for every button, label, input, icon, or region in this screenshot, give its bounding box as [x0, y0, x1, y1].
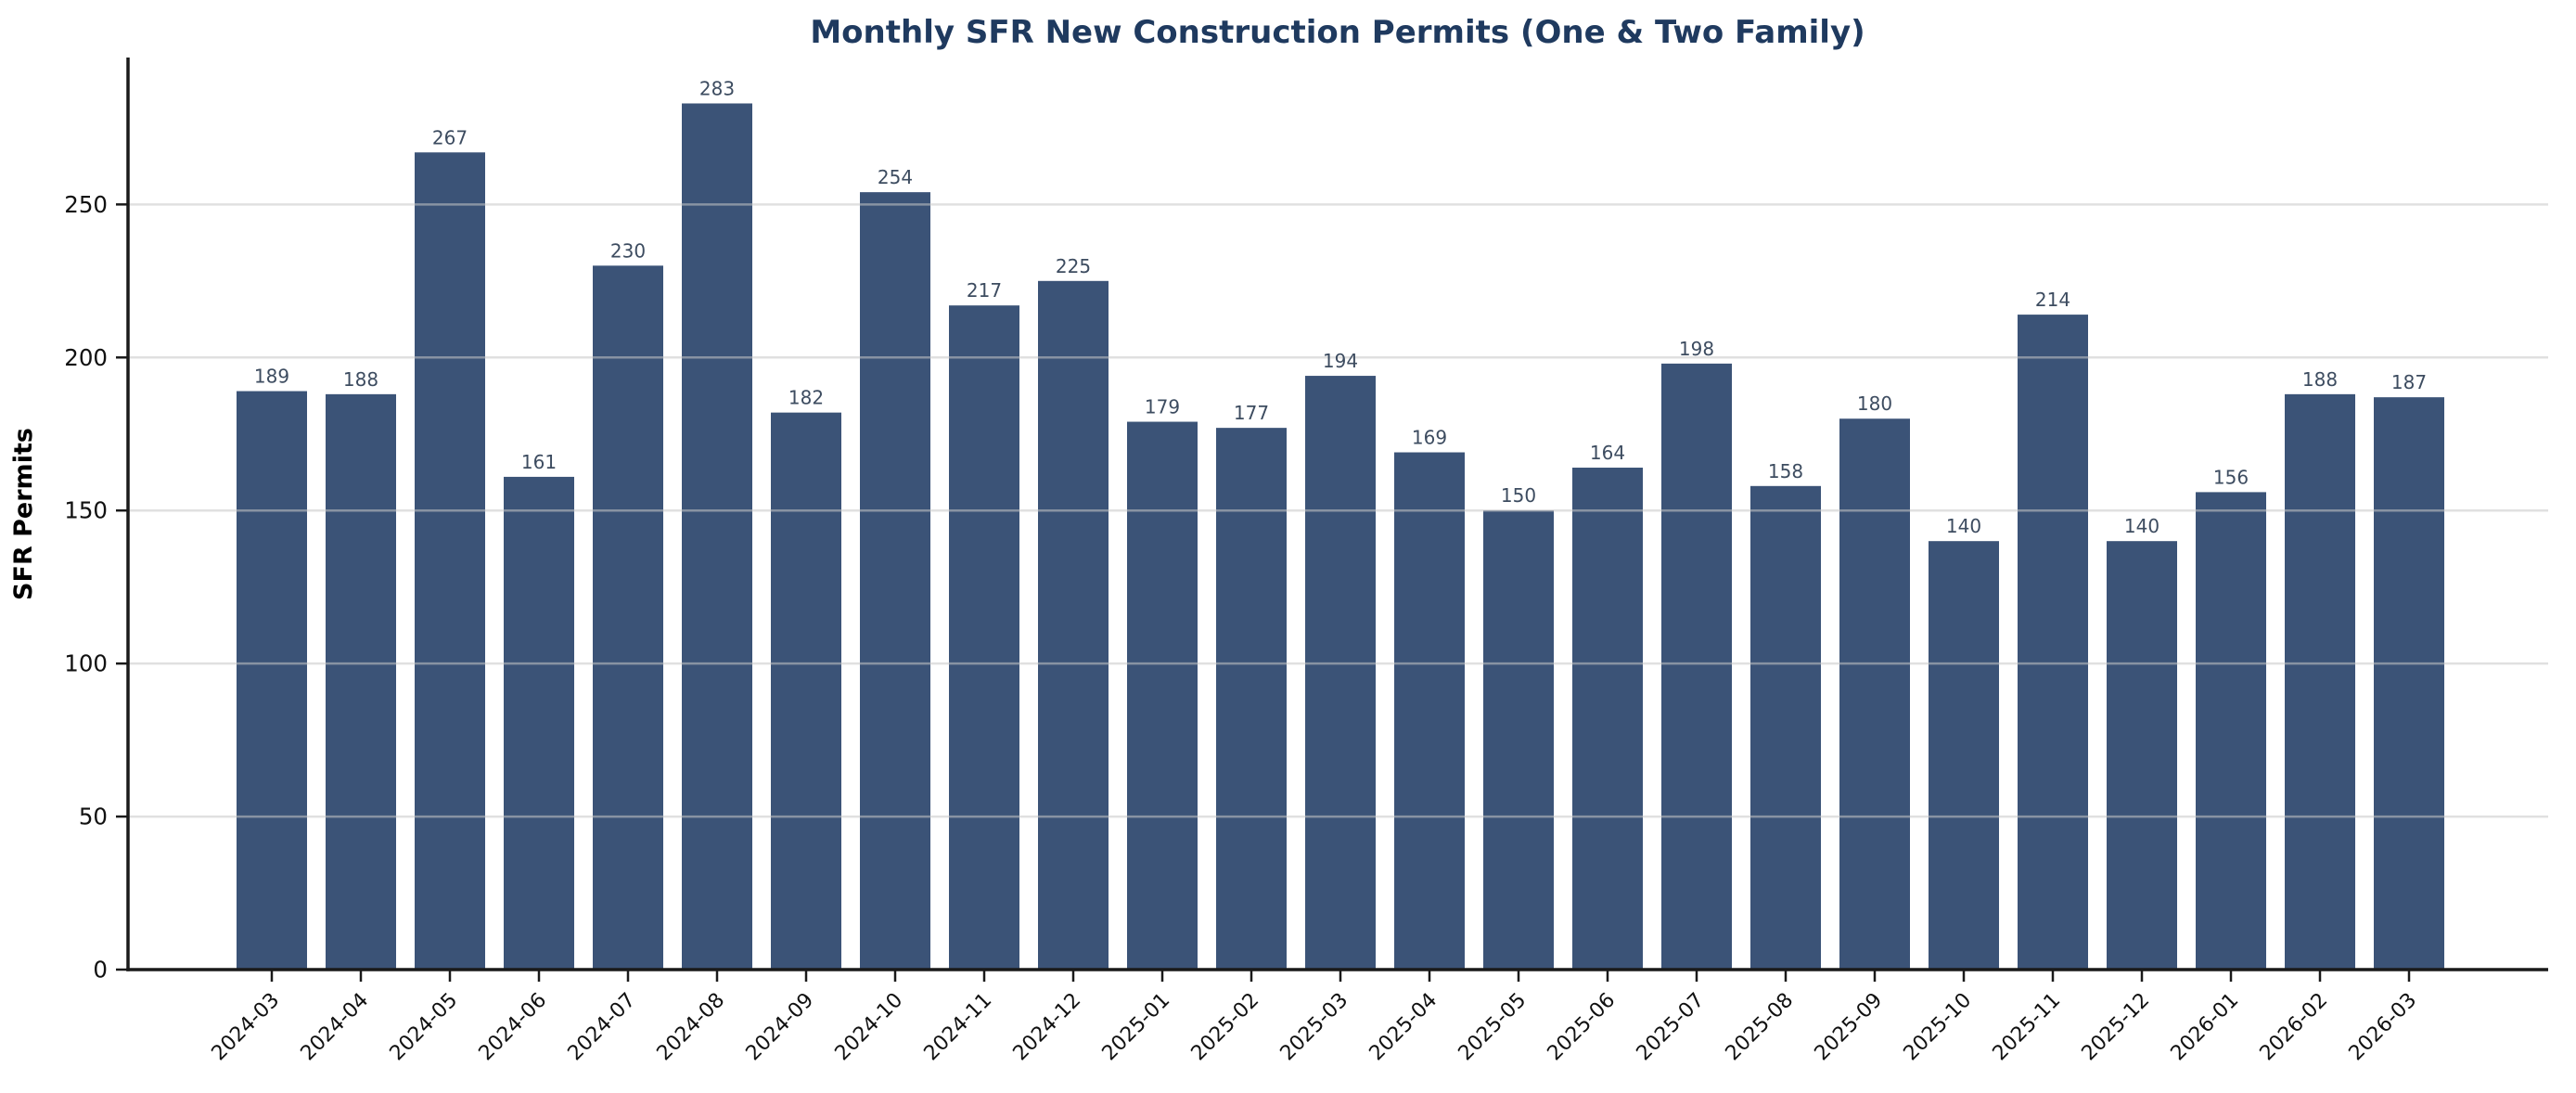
value-label-2025-10: 140 [1946, 515, 1981, 537]
x-tick-label-2025-09: 2025-09 [1811, 989, 1888, 1066]
y-tick-label-0: 0 [93, 957, 108, 984]
bar-2025-12 [2107, 541, 2177, 970]
bar-2024-06 [504, 476, 574, 970]
x-tick-label-2025-01: 2025-01 [1098, 989, 1175, 1066]
x-tick-label-2024-07: 2024-07 [564, 989, 641, 1066]
x-tick-label-2024-04: 2024-04 [297, 989, 374, 1066]
x-tick-label-2025-11: 2025-11 [1989, 989, 2066, 1066]
value-label-2026-02: 188 [2302, 368, 2338, 391]
bar-2026-02 [2285, 393, 2355, 970]
value-label-2024-10: 254 [878, 166, 913, 188]
y-tick-label-250: 250 [64, 191, 108, 218]
bar-2025-03 [1305, 376, 1376, 970]
value-label-2026-03: 187 [2391, 371, 2427, 393]
value-label-2026-01: 156 [2213, 466, 2249, 488]
value-label-2025-11: 214 [2035, 289, 2070, 311]
chart-title: Monthly SFR New Construction Permits (On… [810, 14, 1865, 51]
x-tick-label-2025-02: 2025-02 [1187, 989, 1264, 1066]
x-tick-label-2024-12: 2024-12 [1009, 989, 1086, 1066]
x-tick-label-2025-08: 2025-08 [1722, 989, 1799, 1066]
x-tick-label-2024-08: 2024-08 [653, 989, 730, 1066]
value-label-2024-06: 161 [521, 451, 557, 473]
bar-2025-05 [1483, 510, 1554, 970]
bar-2025-06 [1572, 468, 1643, 970]
value-label-2024-11: 217 [967, 279, 1002, 302]
bar-2024-12 [1038, 280, 1109, 970]
y-axis-label: SFR Permits [9, 428, 38, 600]
bar-2024-05 [415, 152, 485, 970]
x-tick-label-2025-10: 2025-10 [1900, 989, 1977, 1066]
gridlines-group [128, 203, 2548, 818]
value-label-2025-06: 164 [1590, 442, 1625, 464]
bar-2025-02 [1216, 428, 1287, 970]
x-tick-label-2024-10: 2024-10 [831, 989, 908, 1066]
value-label-2024-07: 230 [610, 239, 646, 262]
bar-2026-03 [2374, 397, 2444, 970]
value-label-2025-12: 140 [2124, 515, 2159, 537]
value-label-2024-05: 267 [432, 126, 468, 148]
y-tick-label-150: 150 [64, 497, 108, 524]
x-tick-label-2025-03: 2025-03 [1276, 989, 1353, 1066]
value-label-2024-09: 182 [788, 387, 824, 409]
bar-2025-04 [1394, 452, 1465, 970]
bar-2025-07 [1661, 363, 1732, 970]
value-labels-group: 189 188 267 161 230 283 182 254 217 225 179 177 194 1… [254, 77, 2427, 537]
bar-2024-10 [860, 192, 930, 971]
bar-2024-09 [771, 412, 841, 970]
bar-2024-11 [949, 305, 1019, 970]
bar-2024-04 [326, 393, 396, 970]
value-label-2024-08: 283 [699, 77, 735, 99]
bar-2026-01 [2196, 492, 2266, 970]
bar-2024-07 [593, 265, 663, 970]
x-tick-label-2026-03: 2026-03 [2345, 989, 2422, 1066]
x-tick-label-2024-06: 2024-06 [475, 989, 552, 1066]
x-tick-label-2024-11: 2024-11 [920, 989, 997, 1066]
x-tick-label-2025-04: 2025-04 [1365, 989, 1442, 1066]
x-tick-label-2024-05: 2024-05 [386, 989, 463, 1066]
value-label-2025-09: 180 [1857, 392, 1892, 415]
value-label-2025-07: 198 [1679, 338, 1714, 360]
value-label-2025-05: 150 [1501, 484, 1536, 507]
y-tick-label-100: 100 [64, 650, 108, 677]
x-tick-label-2025-06: 2025-06 [1544, 989, 1621, 1066]
bar-2025-01 [1127, 421, 1198, 970]
bar-2025-08 [1750, 485, 1821, 970]
x-tick-label-2025-05: 2025-05 [1455, 989, 1532, 1066]
bars-group [237, 103, 2444, 971]
value-label-2025-02: 177 [1234, 402, 1269, 424]
x-tick-label-2026-01: 2026-01 [2167, 989, 2244, 1066]
value-label-2025-04: 169 [1412, 427, 1447, 449]
y-tick-label-50: 50 [79, 804, 108, 830]
x-tick-label-2026-02: 2026-02 [2256, 989, 2333, 1066]
value-label-2025-03: 194 [1323, 350, 1358, 372]
x-tick-label-2024-03: 2024-03 [208, 989, 285, 1066]
x-tick-label-2025-07: 2025-07 [1633, 989, 1710, 1066]
x-tick-label-2025-12: 2025-12 [2078, 989, 2155, 1066]
x-ticks-group: 2024-03 2024-04 2024-05 2024-06 2024-07 2024-… [208, 971, 2422, 1066]
y-tick-label-200: 200 [64, 344, 108, 371]
y-ticks-group: 0 50 100 150 200 250 [64, 191, 127, 984]
value-label-2024-03: 189 [254, 366, 289, 388]
bar-2024-03 [237, 391, 307, 970]
value-label-2025-01: 179 [1145, 396, 1180, 418]
value-label-2024-12: 225 [1056, 255, 1091, 277]
bar-2025-09 [1839, 418, 1910, 971]
value-label-2024-04: 188 [343, 368, 378, 391]
bar-2025-11 [2018, 315, 2088, 970]
bar-2025-10 [1929, 541, 1999, 970]
value-label-2025-08: 158 [1768, 460, 1803, 482]
x-tick-label-2024-09: 2024-09 [742, 989, 819, 1066]
bar-2024-08 [682, 103, 752, 971]
